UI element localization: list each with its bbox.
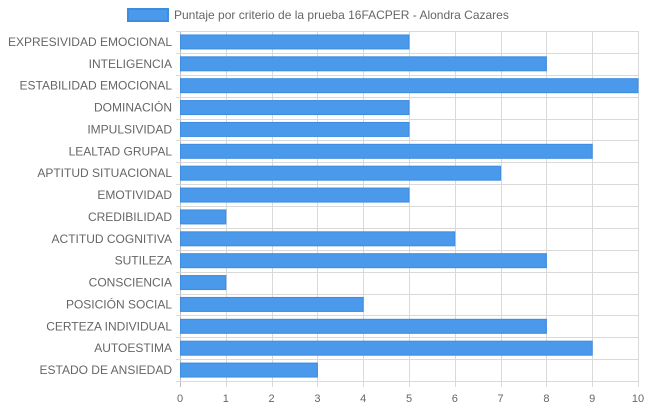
bar-11 xyxy=(180,253,547,269)
category-label-7: APTITUD SITUACIONAL xyxy=(37,166,172,180)
x-tick-label-10: 10 xyxy=(632,393,644,405)
bar-13 xyxy=(180,296,364,312)
category-label-8: EMOTIVIDAD xyxy=(97,188,172,202)
bar-6 xyxy=(180,143,593,159)
bar-9 xyxy=(180,209,227,225)
category-label-3: ESTABILIDAD EMOCIONAL xyxy=(20,79,173,93)
bar-5 xyxy=(180,121,410,137)
bar-16 xyxy=(180,362,318,378)
legend[interactable]: Puntaje por criterio de la prueba 16FACP… xyxy=(127,8,509,22)
category-label-15: AUTOESTIMA xyxy=(94,341,172,355)
category-label-12: CONSCIENCIA xyxy=(89,276,172,290)
x-tick-label-7: 7 xyxy=(498,393,504,405)
category-label-9: CREDIBILIDAD xyxy=(88,210,172,224)
bars xyxy=(180,34,639,378)
x-tick-label-4: 4 xyxy=(360,393,366,405)
legend-label[interactable]: Puntaje por criterio de la prueba 16FACP… xyxy=(174,8,509,22)
x-tick-label-2: 2 xyxy=(269,393,275,405)
category-label-1: EXPRESIVIDAD EMOCIONAL xyxy=(8,35,172,49)
legend-swatch[interactable] xyxy=(127,8,169,22)
category-label-6: LEALTAD GRUPAL xyxy=(69,144,173,158)
bar-14 xyxy=(180,318,547,334)
bar-3 xyxy=(180,78,639,94)
bar-4 xyxy=(180,100,410,116)
category-label-10: ACTITUD COGNITIVA xyxy=(52,232,172,246)
category-label-2: INTELIGENCIA xyxy=(89,57,172,71)
x-tick-label-3: 3 xyxy=(314,393,320,405)
bar-1 xyxy=(180,34,410,50)
category-label-4: DOMINACIÓN xyxy=(94,100,172,115)
bar-7 xyxy=(180,165,502,181)
bar-8 xyxy=(180,187,410,203)
category-label-14: CERTEZA INDIVIDUAL xyxy=(46,319,172,333)
category-label-5: IMPULSIVIDAD xyxy=(87,122,172,136)
category-label-16: ESTADO DE ANSIEDAD xyxy=(40,363,173,377)
category-label-13: POSICIÓN SOCIAL xyxy=(66,296,172,311)
bar-2 xyxy=(180,56,547,72)
x-tick-labels: 0 1 2 3 4 5 6 7 8 9 10 xyxy=(177,393,644,405)
bar-15 xyxy=(180,340,593,356)
bar-12 xyxy=(180,275,227,291)
x-tick-label-1: 1 xyxy=(223,393,229,405)
category-label-11: SUTILEZA xyxy=(115,254,172,268)
x-tick-label-0: 0 xyxy=(177,393,183,405)
x-tick-label-8: 8 xyxy=(543,393,549,405)
bar-10 xyxy=(180,231,456,247)
x-tick-label-5: 5 xyxy=(406,393,412,405)
x-tick-label-9: 9 xyxy=(589,393,595,405)
x-tick-label-6: 6 xyxy=(452,393,458,405)
category-labels: EXPRESIVIDAD EMOCIONAL INTELIGENCIA ESTABI… xyxy=(8,35,172,377)
